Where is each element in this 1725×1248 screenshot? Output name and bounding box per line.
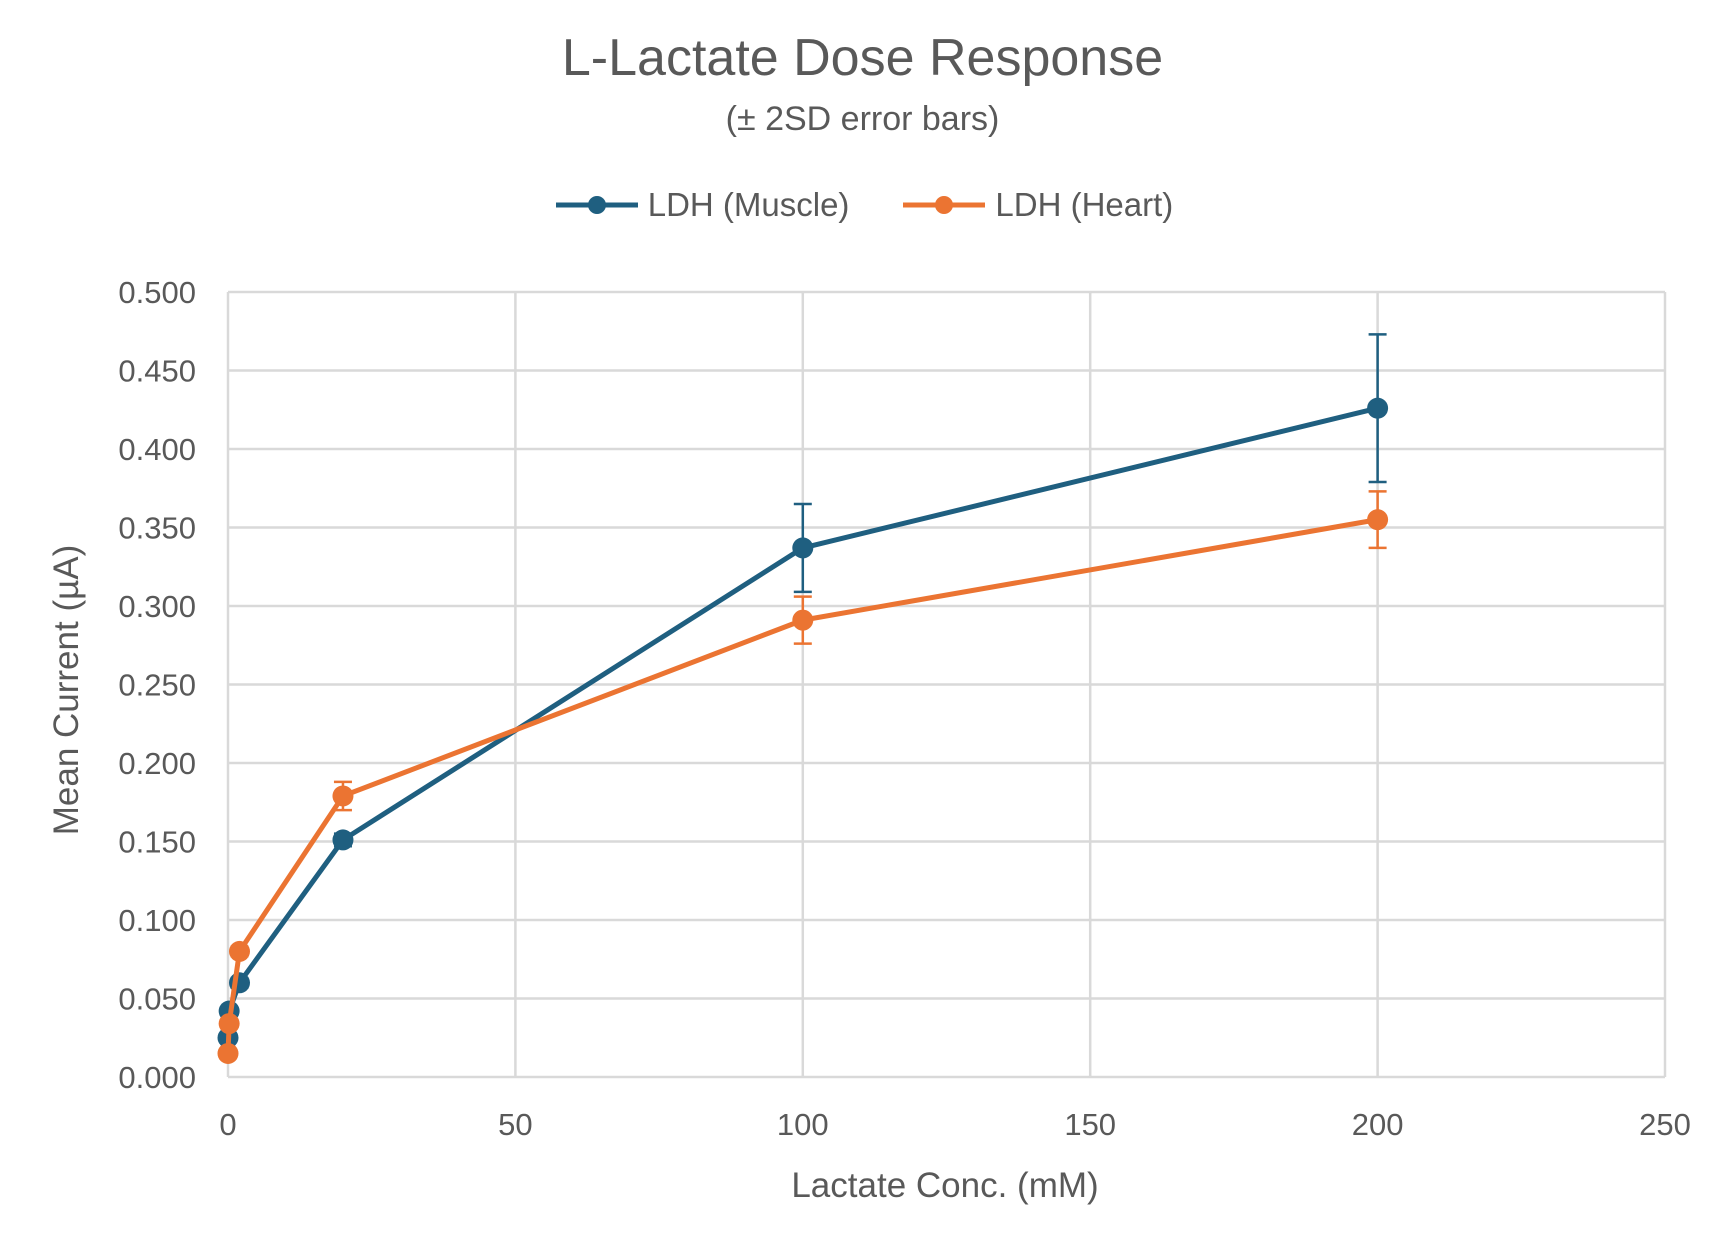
data-point [332, 785, 354, 807]
legend-item-heart: LDH (Heart) [899, 186, 1173, 224]
chart-subtitle: (± 2SD error bars) [725, 100, 1000, 138]
tick-labels: 0.000 0.050 0.100 0.150 0.200 0.250 0.300 0.350… [118, 275, 1690, 1142]
x-tick-label: 150 [1064, 1107, 1116, 1142]
legend-label-muscle: LDH (Muscle) [647, 186, 850, 223]
data-point [332, 829, 354, 851]
series [217, 333, 1389, 1064]
y-tick-label: 0.100 [118, 903, 196, 938]
data-point [792, 537, 814, 559]
data-point [217, 1042, 239, 1064]
legend-label-heart: LDH (Heart) [995, 186, 1174, 223]
data-point [228, 940, 250, 962]
y-tick-label: 0.500 [118, 275, 196, 310]
x-tick-label: 100 [777, 1107, 829, 1142]
chart-title: L-Lactate Dose Response [561, 29, 1164, 87]
y-tick-label: 0.450 [118, 354, 196, 389]
legend-item-muscle: LDH (Muscle) [552, 186, 850, 224]
gridlines [226, 290, 1667, 1079]
y-tick-label: 0.400 [118, 432, 196, 467]
y-tick-label: 0.050 [118, 982, 196, 1017]
x-tick-label: 200 [1352, 1107, 1404, 1142]
legend-dot-heart [935, 196, 954, 214]
y-tick-label: 0.350 [118, 511, 196, 546]
y-tick-label: 0.150 [118, 825, 196, 860]
y-tick-label: 0.200 [118, 746, 196, 781]
legend-marker-heart [903, 196, 986, 214]
data-point [792, 609, 814, 631]
data-point [1367, 509, 1389, 531]
y-tick-label: 0.250 [118, 668, 196, 703]
legend: LDH (Muscle) LDH (Heart) [0, 186, 1725, 224]
y-tick-label: 0.000 [118, 1060, 196, 1095]
x-axis-title: Lactate Conc. (mM) [791, 1166, 1098, 1205]
y-axis-title: Mean Current (µA) [47, 545, 86, 836]
data-point [1367, 397, 1389, 419]
x-tick-label: 250 [1639, 1107, 1691, 1142]
x-tick-label: 0 [219, 1107, 236, 1142]
y-tick-label: 0.300 [118, 589, 196, 624]
legend-marker-muscle [555, 196, 638, 214]
x-tick-label: 50 [498, 1107, 532, 1142]
series-heart [217, 490, 1389, 1064]
data-point [218, 1013, 240, 1035]
legend-dot-muscle [587, 196, 606, 214]
